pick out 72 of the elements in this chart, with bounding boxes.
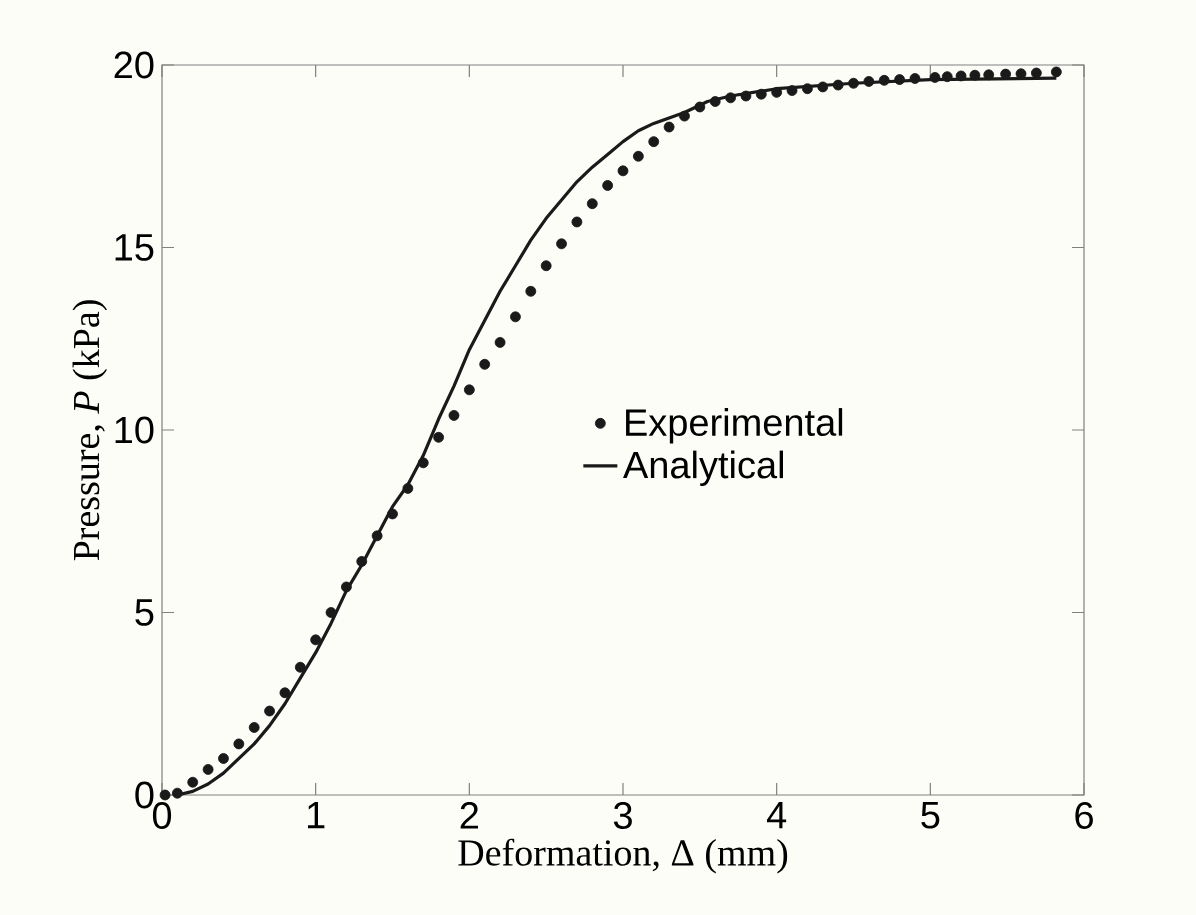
legend-label: Analytical bbox=[623, 450, 784, 486]
point bbox=[802, 83, 813, 95]
y-tick-label: 10 bbox=[115, 416, 154, 444]
x-tick-label: 3 bbox=[613, 802, 632, 829]
point bbox=[433, 431, 444, 443]
x-tick-label: 5 bbox=[921, 802, 940, 829]
point bbox=[955, 70, 967, 82]
point bbox=[832, 79, 844, 91]
point bbox=[171, 787, 183, 799]
point bbox=[310, 634, 322, 646]
y-tick-label: 20 bbox=[114, 51, 154, 79]
point bbox=[233, 738, 245, 750]
point bbox=[540, 260, 552, 272]
legend-label: Experimental bbox=[626, 408, 843, 444]
point bbox=[264, 705, 275, 717]
point bbox=[402, 483, 414, 494]
point bbox=[387, 508, 398, 520]
point bbox=[510, 311, 521, 323]
point bbox=[448, 410, 460, 421]
point bbox=[909, 73, 921, 84]
point bbox=[602, 180, 614, 191]
point bbox=[417, 457, 429, 469]
point bbox=[632, 150, 644, 162]
point bbox=[679, 110, 690, 122]
point bbox=[709, 96, 721, 107]
x-tick-label: 4 bbox=[766, 802, 787, 829]
point bbox=[929, 72, 941, 83]
point bbox=[248, 722, 260, 733]
point bbox=[817, 81, 829, 93]
x-tick-label: 2 bbox=[460, 802, 478, 829]
y-tick-label: 5 bbox=[135, 599, 154, 626]
point bbox=[648, 136, 660, 148]
point bbox=[294, 661, 306, 673]
y-tick-label: 0 bbox=[135, 781, 154, 809]
point bbox=[279, 687, 291, 699]
point bbox=[341, 581, 352, 593]
point bbox=[941, 71, 953, 83]
point bbox=[202, 764, 214, 775]
point bbox=[848, 77, 859, 89]
point bbox=[786, 85, 798, 96]
x-tick-label: 1 bbox=[308, 802, 325, 829]
point bbox=[969, 69, 981, 81]
point bbox=[725, 92, 736, 104]
point bbox=[771, 86, 783, 98]
point bbox=[159, 789, 171, 801]
point bbox=[479, 358, 491, 370]
y-axis-title: Pressure, P (kPa) bbox=[72, 300, 108, 561]
point bbox=[356, 556, 368, 567]
point bbox=[556, 238, 567, 250]
point bbox=[755, 88, 767, 100]
point bbox=[525, 285, 537, 297]
point bbox=[187, 776, 199, 788]
point bbox=[617, 165, 629, 177]
point bbox=[218, 753, 229, 764]
point bbox=[371, 530, 383, 542]
x-tick-label: 0 bbox=[152, 802, 172, 829]
point bbox=[863, 76, 875, 87]
x-tick-label: 6 bbox=[1075, 802, 1093, 829]
point bbox=[983, 69, 995, 81]
point bbox=[1050, 66, 1062, 78]
point bbox=[494, 337, 506, 348]
point bbox=[878, 74, 890, 86]
point bbox=[894, 74, 905, 85]
y-tick-label: 15 bbox=[115, 234, 154, 261]
x-axis-title: Deformation, Δ (mm) bbox=[458, 838, 788, 874]
point bbox=[571, 216, 583, 228]
point bbox=[694, 101, 706, 113]
point bbox=[586, 198, 598, 210]
point bbox=[740, 90, 752, 102]
point bbox=[325, 607, 337, 618]
point bbox=[663, 121, 675, 133]
point bbox=[463, 384, 475, 396]
